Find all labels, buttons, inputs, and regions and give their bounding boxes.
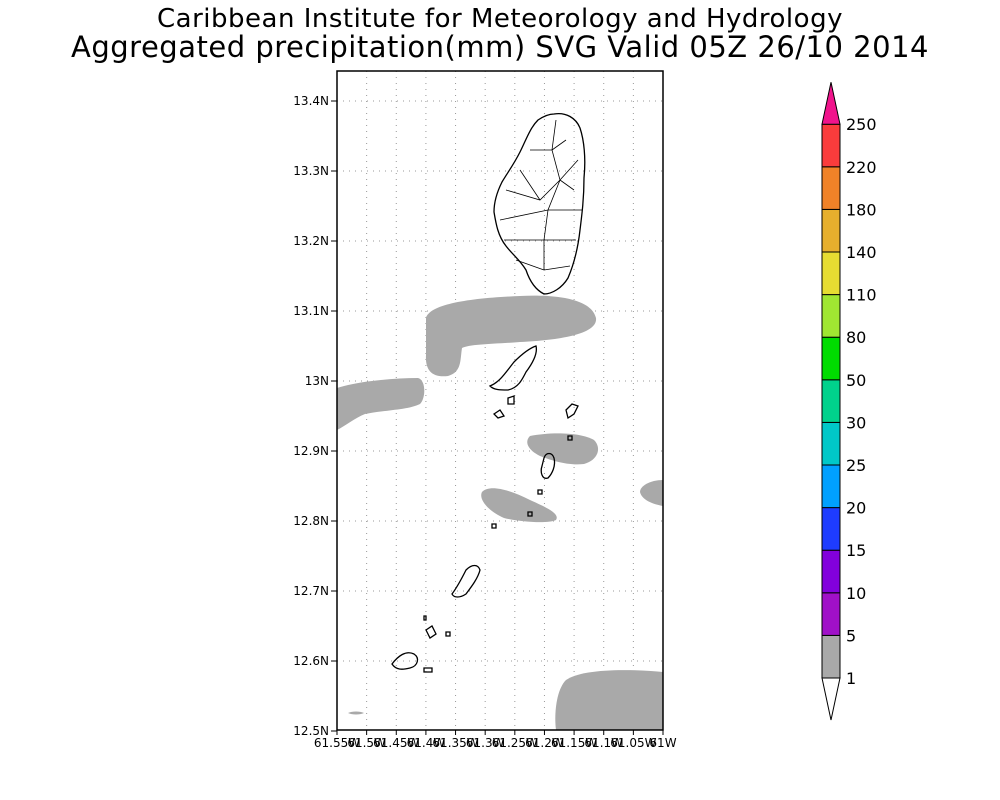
chart-title-line2: Aggregated precipitation(mm) SVG Valid 0… (71, 30, 929, 64)
colorbar-label: 30 (846, 413, 866, 432)
colorbar-label: 20 (846, 499, 866, 518)
saint-vincent-watershed-lines (499, 119, 582, 271)
mayreau-islet-outline (423, 615, 451, 639)
precip-area-east-edge (640, 480, 663, 506)
lon-tick-label: 61.4W (407, 736, 446, 750)
colorbar-label: 5 (846, 626, 856, 645)
lon-tick-label: 61.55W (314, 736, 360, 750)
colorbar-label: 220 (846, 158, 877, 177)
lon-tick-label: 61.25W (492, 736, 538, 750)
colorbar-segment (821, 507, 841, 551)
colorbar-segment (821, 208, 841, 253)
land-outlines (391, 112, 586, 673)
colorbar-segment (821, 251, 841, 296)
lat-tick-label: 12.5N (293, 724, 329, 738)
saint-vincent-island-outline (493, 112, 586, 295)
colorbar-label: 80 (846, 328, 866, 347)
lon-tick-label: 61.15W (551, 736, 597, 750)
precip-area-mustique (481, 488, 557, 523)
bequia-island-outline (488, 345, 538, 391)
precip-area-west (337, 378, 425, 430)
lon-tick-label: 61.05W (610, 736, 656, 750)
colorbar-segment (821, 464, 841, 509)
colorbar-segment (821, 549, 841, 594)
colorbar-segment (821, 294, 841, 338)
lon-tick-label: 61.1W (584, 736, 623, 750)
colorbar-label: 1 (846, 669, 856, 688)
lat-tick-label: 12.7N (293, 584, 329, 598)
palm-island-outline (423, 667, 433, 673)
colorbar-label: 25 (846, 456, 866, 475)
lon-tick-label: 61.45W (373, 736, 419, 750)
colorbar-label: 140 (846, 243, 877, 262)
lon-tick-label: 61.3W (466, 736, 505, 750)
baliceaux-islet-outline (565, 403, 579, 420)
colorbar-over-arrow (821, 82, 841, 125)
colorbar-segment (821, 123, 841, 168)
colorbar-segment (821, 336, 841, 381)
lat-tick-label: 13.1N (293, 304, 329, 318)
canouan-island-outline (451, 564, 481, 598)
mustique-island-outline (540, 452, 556, 479)
colorbar-label: 50 (846, 371, 866, 390)
lat-tick-label: 13.4N (293, 94, 329, 108)
colorbar-label: 10 (846, 584, 866, 603)
colorbar-segment (821, 379, 841, 423)
lat-tick-label: 12.6N (293, 654, 329, 668)
canouan-islet-dot (491, 435, 573, 529)
lon-tick-label: 61W (649, 736, 676, 750)
precip-area-southwest-speck (348, 711, 364, 715)
lat-tick-label: 13N (305, 374, 329, 388)
latitude-axis: 13.4N 13.3N 13.2N 13.1N 13N 12.9N 12.8N 12.7N 12… (293, 94, 337, 738)
colorbar-label: 110 (846, 286, 877, 305)
lat-tick-label: 12.9N (293, 444, 329, 458)
precip-area-north-band (425, 295, 597, 377)
map-frame (336, 70, 664, 731)
colorbar-segment (821, 634, 841, 679)
lon-tick-label: 61.5W (347, 736, 386, 750)
colorbar-segment (821, 166, 841, 210)
lat-tick-label: 13.3N (293, 164, 329, 178)
lon-tick-label: 61.35W (432, 736, 478, 750)
longitude-axis: 61.55W61.5W61.45W61.4W61.35W61.3W61.25W6… (314, 730, 677, 750)
colorbar-label: 180 (846, 200, 877, 219)
lon-tick-label: 61.2W (525, 736, 564, 750)
union-island-outline (391, 652, 419, 670)
map-grid (337, 71, 663, 730)
colorbar-label: 15 (846, 541, 866, 560)
chart-title-line1: Caribbean Institute for Meteorology and … (157, 4, 843, 34)
colorbar-segment (821, 421, 841, 466)
precip-area-southeast (555, 670, 663, 730)
lat-tick-label: 12.8N (293, 514, 329, 528)
mustique-small-islets-outline (492, 395, 515, 419)
lat-tick-label: 13.2N (293, 234, 329, 248)
colorbar-label: 250 (846, 115, 877, 134)
colorbar-segment (821, 592, 841, 636)
colorbar-under-arrow (821, 677, 841, 721)
